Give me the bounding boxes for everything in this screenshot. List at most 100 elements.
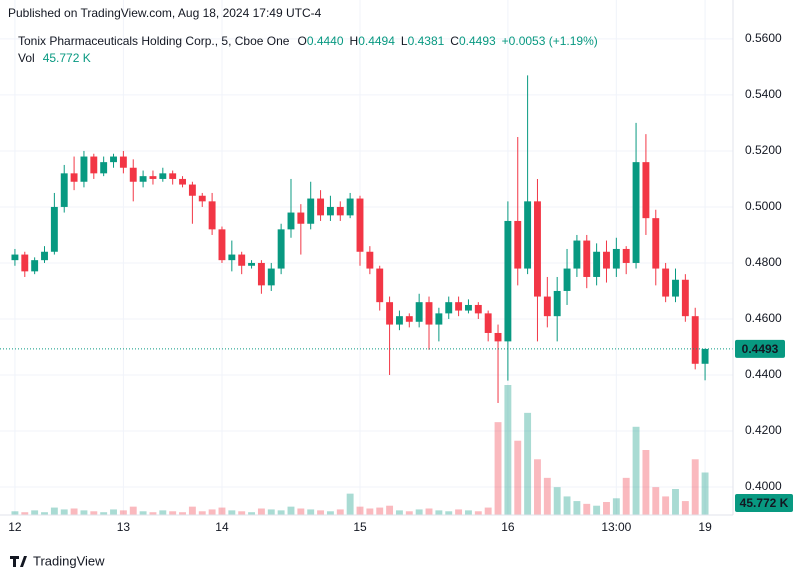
volume-bar (514, 440, 522, 515)
volume-bar (553, 487, 561, 515)
volume-bar (534, 459, 541, 515)
y-tick-label: 0.4200 (745, 423, 782, 437)
candle-body (612, 248, 620, 269)
volume-bar (110, 509, 117, 515)
volume-bar (21, 512, 29, 515)
x-tick-label: 14 (215, 520, 229, 534)
volume-layer (11, 385, 709, 515)
candle-body (415, 302, 423, 322)
brand-logo (10, 556, 27, 567)
candle-body (691, 316, 699, 364)
candle-body (553, 290, 561, 317)
volume-bar (257, 508, 265, 515)
volume-bar (90, 511, 98, 515)
candle-body (346, 198, 354, 216)
candle-body (257, 262, 265, 286)
candle-body (50, 206, 58, 252)
candle-body (603, 251, 610, 269)
volume-bar (395, 510, 403, 515)
candle-body (652, 218, 660, 269)
volume-bar (129, 506, 137, 515)
candle-body (632, 162, 640, 263)
volume-bar (208, 509, 216, 515)
legend-value: 0.4440 (307, 34, 344, 48)
candle-body (119, 156, 127, 168)
candle-body (31, 260, 39, 272)
candle-body (672, 279, 679, 297)
volume-bar (504, 385, 512, 515)
price-axis: 0.4000 0.4200 0.4400 0.4600 0.4800 0.5000 0.52… (0, 31, 793, 534)
volume-bar (198, 511, 206, 515)
volume-bar (80, 510, 88, 515)
volume-bar (31, 510, 39, 515)
candle-body (149, 176, 157, 179)
candle-body (70, 173, 78, 182)
volume-bar (652, 487, 660, 515)
legend-key: O (297, 34, 306, 48)
candle-body (356, 198, 364, 252)
volume-bar (701, 472, 709, 515)
volume-bar (317, 510, 325, 515)
volume-bar (41, 512, 48, 515)
legend-key: C (450, 34, 459, 48)
volume-bar (405, 511, 413, 515)
y-tick-label: 0.4600 (745, 311, 782, 325)
x-tick-label: 19 (698, 520, 712, 534)
volume-bar (583, 503, 591, 515)
candle-body (90, 156, 98, 174)
candle-body (524, 201, 532, 269)
volume-bar (60, 509, 68, 515)
candle-body (455, 302, 463, 311)
candle-body (593, 251, 601, 277)
y-tick-label: 0.5000 (745, 199, 782, 213)
volume-bar (149, 512, 157, 515)
volume-bar (50, 507, 58, 515)
y-tick-label: 0.4000 (745, 479, 782, 493)
y-tick-label: 0.4400 (745, 367, 782, 381)
last-price-label: 0.4493 (742, 342, 779, 356)
volume-bar (366, 508, 374, 515)
candle-body (484, 313, 492, 333)
candle-body (159, 173, 167, 179)
candle-body (80, 156, 88, 182)
volume-bar (139, 511, 147, 515)
candle-body (681, 279, 689, 317)
volume-bar (415, 509, 423, 515)
volume-bar (524, 412, 532, 515)
candle-body (425, 302, 433, 325)
volume-bar (238, 511, 246, 515)
volume-bar (336, 509, 344, 515)
candle-body (376, 268, 384, 303)
candle-body (169, 173, 177, 179)
volume-bar (307, 509, 315, 515)
volume-bar (119, 510, 127, 515)
volume-legend: Vol 45.772 K (18, 51, 91, 65)
volume-value: 45.772 K (43, 51, 91, 65)
legend-title: Tonix Pharmaceuticals Holding Corp., 5, … (18, 34, 290, 48)
candle-layer (11, 75, 709, 403)
candle-body (326, 206, 334, 216)
volume-tag (735, 494, 793, 512)
volume-bar (356, 506, 364, 515)
volume-bar (326, 511, 334, 515)
candle-body (504, 220, 512, 342)
x-tick-label: 12 (8, 520, 22, 534)
x-tick-label: 15 (353, 520, 367, 534)
volume-bar (277, 510, 285, 515)
candle-body (307, 198, 315, 224)
volume-bar (159, 510, 167, 515)
volume-bar (425, 508, 433, 515)
volume-bar (100, 512, 108, 515)
candle-body (435, 313, 443, 325)
brand: TradingView (33, 553, 105, 568)
candle-body (395, 316, 403, 325)
x-tick-label: 13 (117, 520, 131, 534)
volume-bar (435, 510, 443, 515)
published-note: Published on TradingView.com, Aug 18, 20… (8, 6, 322, 20)
candle-body (228, 254, 236, 261)
y-tick-label: 0.5200 (745, 143, 782, 157)
candle-body (198, 195, 206, 202)
volume-bar (386, 505, 394, 515)
candle-body (514, 220, 522, 269)
